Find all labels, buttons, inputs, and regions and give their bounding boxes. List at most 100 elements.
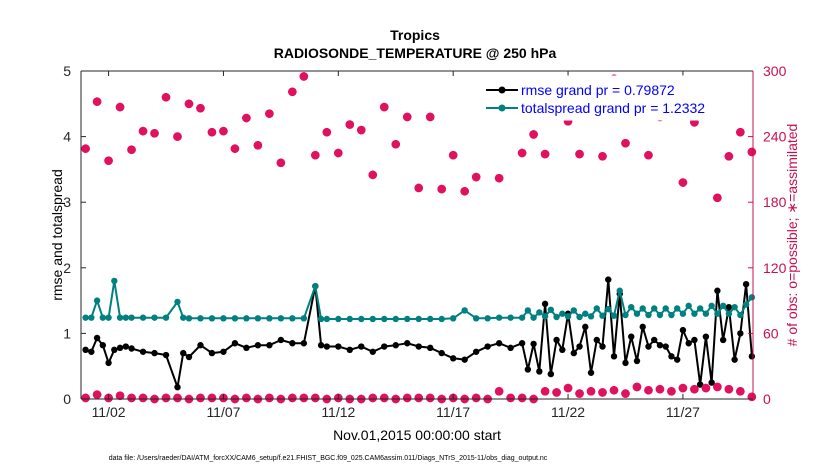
data-point xyxy=(599,343,606,350)
obs-assimilated-marker xyxy=(368,393,377,403)
data-point xyxy=(449,355,457,362)
data-point xyxy=(570,349,577,357)
obs-assimilated-marker xyxy=(380,102,389,112)
obs-assimilated-marker xyxy=(736,387,745,396)
data-point xyxy=(180,349,187,357)
obs-assimilated-marker xyxy=(81,144,90,153)
obs-assimilated-marker xyxy=(322,128,332,137)
data-point xyxy=(99,342,107,349)
obs-assimilated-marker xyxy=(644,386,653,395)
data-point xyxy=(547,370,555,378)
y-right-tick-label: 180 xyxy=(763,194,787,210)
data-point xyxy=(633,310,641,317)
data-point xyxy=(576,313,583,321)
obs-assimilated-marker xyxy=(92,97,102,106)
data-point xyxy=(208,315,216,322)
obs-assimilated-marker xyxy=(265,393,274,403)
data-point xyxy=(116,314,124,321)
data-point xyxy=(174,298,181,306)
data-point xyxy=(484,343,491,350)
obs-assimilated-marker xyxy=(655,384,665,394)
obs-assimilated-marker xyxy=(127,393,136,403)
obs-assimilated-marker xyxy=(115,391,125,400)
data-point xyxy=(346,315,353,323)
y-tick-label: 4 xyxy=(63,129,71,145)
obs-assimilated-marker xyxy=(563,117,573,126)
data-point xyxy=(553,336,560,344)
obs-assimilated-marker xyxy=(138,126,148,136)
data-point xyxy=(559,346,566,353)
data-point xyxy=(369,315,376,323)
data-point xyxy=(472,315,480,322)
obs-assimilated-marker xyxy=(494,173,504,183)
data-point xyxy=(185,353,193,361)
obs-assimilated-marker xyxy=(311,150,320,160)
data-point xyxy=(553,313,560,321)
data-point xyxy=(645,311,652,319)
obs-assimilated-marker xyxy=(161,93,171,102)
data-point xyxy=(656,311,664,319)
data-point xyxy=(82,314,89,321)
data-point xyxy=(668,311,675,319)
data-point xyxy=(111,346,118,353)
data-point xyxy=(369,348,376,355)
obs-assimilated-marker xyxy=(494,387,504,396)
obs-assimilated-marker xyxy=(644,150,653,160)
data-point xyxy=(593,336,600,344)
data-point xyxy=(587,369,595,376)
data-point xyxy=(731,303,738,311)
data-point xyxy=(570,307,577,314)
data-point xyxy=(593,305,600,312)
obs-assimilated-marker xyxy=(173,132,182,141)
data-point xyxy=(541,313,549,320)
data-point xyxy=(461,356,468,363)
chart-title: Tropics xyxy=(390,27,440,43)
data-point xyxy=(742,301,750,308)
obs-assimilated-marker xyxy=(253,141,263,150)
data-point xyxy=(243,315,250,322)
obs-assimilated-marker xyxy=(736,128,745,137)
data-point xyxy=(639,305,646,312)
obs-assimilated-marker xyxy=(426,393,435,403)
data-point xyxy=(518,314,526,321)
data-point xyxy=(93,297,101,304)
data-point xyxy=(122,314,129,321)
data-point xyxy=(651,336,658,344)
data-point xyxy=(599,312,606,319)
data-point xyxy=(685,302,692,310)
obs-assimilated-marker xyxy=(173,393,182,403)
obs-assimilated-marker xyxy=(678,383,688,393)
obs-assimilated-marker xyxy=(150,129,159,138)
data-point xyxy=(737,330,744,337)
data-point xyxy=(151,349,158,357)
obs-assimilated-marker xyxy=(575,149,584,159)
data-point xyxy=(220,315,227,322)
obs-assimilated-marker xyxy=(724,384,734,394)
obs-assimilated-marker xyxy=(288,87,297,96)
data-point xyxy=(139,348,147,355)
data-point xyxy=(536,309,543,316)
data-point xyxy=(564,313,572,320)
data-point xyxy=(346,346,353,353)
data-point xyxy=(99,314,107,321)
data-point xyxy=(495,314,503,321)
data-point xyxy=(576,343,583,350)
x-tick-label: 11/12 xyxy=(321,404,355,420)
obs-assimilated-marker xyxy=(207,128,217,137)
data-point xyxy=(679,326,687,334)
data-point xyxy=(719,302,727,310)
data-point xyxy=(582,323,589,331)
obs-assimilated-marker xyxy=(276,158,286,168)
data-point xyxy=(610,312,618,319)
obs-assimilated-marker xyxy=(540,387,550,396)
obs-assimilated-marker xyxy=(242,113,251,123)
obs-assimilated-marker xyxy=(517,393,527,403)
data-point xyxy=(524,366,532,373)
data-point xyxy=(472,348,480,355)
obs-assimilated-marker xyxy=(380,393,389,403)
obs-assimilated-marker xyxy=(345,120,354,129)
y-right-tick-label: 120 xyxy=(763,260,787,276)
data-point xyxy=(719,336,727,344)
data-point xyxy=(685,340,692,347)
obs-assimilated-marker xyxy=(690,384,699,394)
